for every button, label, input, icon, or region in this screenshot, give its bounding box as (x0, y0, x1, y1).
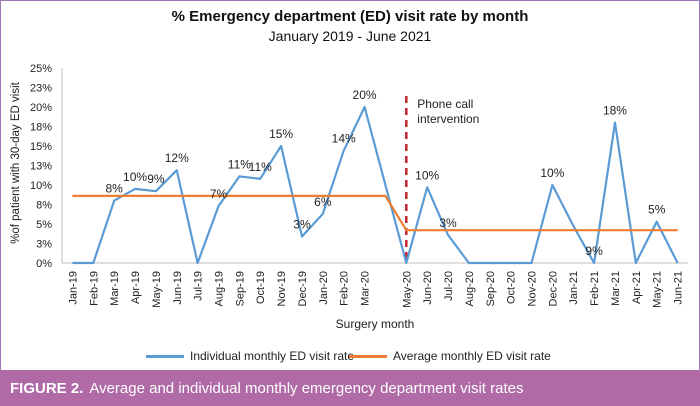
data-label: 18% (603, 104, 627, 118)
x-tick-label: Jun-19 (172, 271, 184, 305)
x-tick-label: Mar-21 (610, 271, 622, 306)
data-label: 7% (210, 187, 228, 201)
data-label: 12% (165, 151, 189, 165)
data-label: 10% (415, 168, 439, 182)
x-tick-label: Jul-19 (193, 271, 205, 301)
data-label: 9% (147, 172, 165, 186)
data-label: 3% (293, 217, 311, 231)
data-label: 3% (439, 216, 457, 230)
figure-caption-text: Average and individual monthly emergency… (89, 379, 524, 397)
data-label: 15% (269, 127, 293, 141)
x-tick-label: Mar-19 (109, 271, 121, 306)
x-tick-label: Feb-21 (589, 271, 601, 306)
data-label: 11% (228, 157, 251, 171)
x-tick-label: Oct-19 (255, 271, 267, 304)
y-axis-label: %of patient with 30-day ED visit (10, 81, 22, 244)
data-label: 10% (123, 170, 147, 184)
chart-subtitle: January 2019 - June 2021 (268, 28, 432, 44)
data-label: 11% (249, 160, 272, 174)
x-tick-label: Jan-20 (318, 271, 330, 305)
x-tick-label: Oct-20 (506, 271, 518, 304)
y-tick-label: 10% (30, 180, 52, 192)
chart-frame (0, 0, 700, 371)
x-tick-label: Aug-20 (464, 271, 476, 306)
legend-item-individual: Individual monthly ED visit rate (146, 347, 354, 365)
y-tick-label: 23% (30, 83, 52, 95)
x-tick-label: Dec-20 (547, 271, 559, 306)
legend-label-average: Average monthly ED visit rate (393, 349, 551, 363)
x-tick-label: Jun-21 (673, 271, 685, 305)
x-tick-label: Sep-20 (485, 271, 497, 306)
x-tick-label: Apr-19 (130, 271, 142, 304)
y-tick-label: 0% (36, 258, 52, 270)
intervention-label-line2: intervention (417, 112, 479, 126)
chart-title: % Emergency department (ED) visit rate b… (171, 8, 529, 25)
legend-swatch-average (349, 354, 387, 358)
y-tick-label: 13% (30, 161, 52, 173)
x-tick-label: May-21 (652, 271, 664, 308)
x-tick-label: Dec-19 (297, 271, 309, 306)
x-tick-label: Jan-19 (67, 271, 79, 305)
x-tick-label: Mar-20 (360, 271, 372, 306)
x-tick-label: Jan-21 (568, 271, 580, 305)
data-label: 14% (332, 132, 356, 146)
data-label: 9% (585, 244, 603, 258)
x-tick-label: Feb-19 (88, 271, 100, 306)
chart-title-block: % Emergency department (ED) visit rate b… (0, 8, 700, 44)
legend-item-average: Average monthly ED visit rate (349, 347, 551, 365)
intervention-label-line1: Phone call (417, 97, 473, 111)
legend-swatch-individual (146, 354, 184, 358)
data-label: 20% (353, 88, 377, 102)
y-tick-label: 5% (36, 219, 52, 231)
data-label: 5% (648, 203, 666, 217)
y-tick-label: 3% (36, 239, 52, 251)
x-tick-label: Sep-19 (234, 271, 246, 306)
y-tick-label: 8% (36, 200, 52, 212)
average-series-line (72, 194, 678, 232)
y-tick-label: 25% (30, 63, 52, 75)
data-label: 10% (540, 166, 564, 180)
y-tick-label: 20% (30, 102, 52, 114)
x-tick-label: Nov-19 (276, 271, 288, 306)
series-layer (72, 96, 679, 265)
figure-label: FIGURE 2. (10, 379, 84, 397)
x-tick-label: Feb-20 (339, 271, 351, 306)
x-tick-label: Nov-20 (527, 271, 539, 306)
y-tick-label: 15% (30, 141, 52, 153)
x-axis-label: Surgery month (336, 317, 415, 331)
legend-label-individual: Individual monthly ED visit rate (190, 349, 355, 363)
line-chart: 0%3%5%8%10%13%15%18%20%23%25%Jan-19 Feb-1… (10, 63, 688, 331)
data-label: 6% (314, 195, 332, 209)
individual-series-line (72, 105, 679, 265)
chart-axes: 0%3%5%8%10%13%15%18%20%23%25%Jan-19 Feb-1… (30, 63, 688, 308)
chart-legend: Individual monthly ED visit rate Average… (0, 347, 700, 365)
x-tick-label: May-20 (401, 271, 413, 308)
x-tick-label: May-19 (151, 271, 163, 308)
figure-caption: FIGURE 2. Average and individual monthly… (0, 370, 700, 406)
x-tick-label: Jul-20 (443, 271, 455, 301)
x-tick-label: Apr-21 (631, 271, 643, 304)
y-tick-label: 18% (30, 122, 52, 134)
x-tick-label: Jun-20 (422, 271, 434, 305)
x-tick-label: Aug-19 (214, 271, 226, 306)
data-label: 8% (105, 182, 123, 196)
